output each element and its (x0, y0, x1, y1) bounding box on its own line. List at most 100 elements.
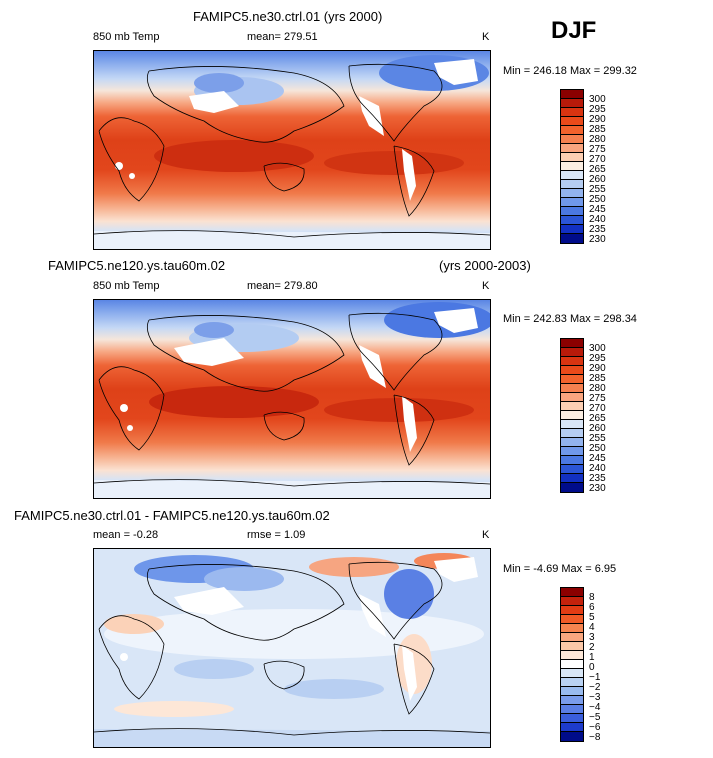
panel-3-colorbar (560, 587, 584, 742)
colorbar-swatch (561, 384, 583, 393)
colorbar-swatch (561, 447, 583, 456)
colorbar-swatch (561, 483, 583, 492)
panel-1-mean: mean= 279.51 (247, 31, 318, 43)
panel-1-colorbar (560, 89, 584, 244)
colorbar-tick-label: 245 (589, 453, 606, 464)
colorbar-swatch (561, 171, 583, 180)
colorbar-swatch (561, 588, 583, 597)
panel-2-minmax: Min = 242.83 Max = 298.34 (503, 313, 637, 325)
colorbar-swatch (561, 126, 583, 135)
colorbar-tick-label: 295 (589, 104, 606, 115)
colorbar-swatch (561, 642, 583, 651)
panel-3-minmax: Min = -4.69 Max = 6.95 (503, 563, 617, 575)
colorbar-swatch (561, 117, 583, 126)
colorbar-tick-label: −2 (589, 682, 601, 693)
season-label: DJF (551, 17, 597, 44)
colorbar-swatch (561, 465, 583, 474)
colorbar-swatch (561, 606, 583, 615)
colorbar-tick-label: 260 (589, 423, 606, 434)
colorbar-tick-label: 2 (589, 642, 595, 653)
colorbar-tick-label: 275 (589, 393, 606, 404)
colorbar-swatch (561, 438, 583, 447)
colorbar-swatch (561, 189, 583, 198)
panel-3-title: FAMIPC5.ne30.ctrl.01 - FAMIPC5.ne120.ys.… (14, 508, 330, 523)
colorbar-tick-label: 6 (589, 602, 595, 613)
colorbar-tick-label: 230 (589, 234, 606, 245)
colorbar-tick-label: 270 (589, 154, 606, 165)
colorbar-swatch (561, 474, 583, 483)
colorbar-tick-label: 235 (589, 473, 606, 484)
colorbar-swatch (561, 90, 583, 99)
colorbar-tick-label: 240 (589, 214, 606, 225)
panel-1-colorbar-labels: 300 295 290 285 280 275 270 265 260 255 250 245 240 2… (589, 95, 606, 245)
panel-3-mean: mean = -0.28 (93, 529, 159, 541)
panel-1-minmax: Min = 246.18 Max = 299.32 (503, 65, 637, 77)
colorbar-swatch (561, 348, 583, 357)
colorbar-tick-label: 240 (589, 463, 606, 474)
colorbar-swatch (561, 207, 583, 216)
panel-2-title: FAMIPC5.ne120.ys.tau60m.02 (48, 258, 226, 273)
colorbar-swatch (561, 420, 583, 429)
colorbar-swatch (561, 615, 583, 624)
colorbar-swatch (561, 723, 583, 732)
colorbar-tick-label: 235 (589, 224, 606, 235)
panel-2-units: K (482, 280, 490, 292)
panel-2-colorbar-labels: 300 295 290 285 280 275 270 265 260 255 250 245 240 2… (589, 344, 606, 494)
colorbar-swatch (561, 429, 583, 438)
panel-3-rmse: rmse = 1.09 (247, 529, 306, 541)
colorbar-swatch (561, 597, 583, 606)
panel-1-units: K (482, 31, 490, 43)
colorbar-swatch (561, 732, 583, 741)
colorbar-swatch (561, 225, 583, 234)
panel-2-years: (yrs 2000-2003) (439, 258, 531, 273)
panel-2-map (93, 299, 491, 499)
colorbar-tick-label: 265 (589, 413, 606, 424)
colorbar-tick-label: 300 (589, 94, 606, 105)
colorbar-swatch (561, 687, 583, 696)
colorbar-tick-label: 270 (589, 403, 606, 414)
colorbar-tick-label: 280 (589, 383, 606, 394)
colorbar-swatch (561, 357, 583, 366)
colorbar-tick-label: 245 (589, 204, 606, 215)
colorbar-tick-label: 3 (589, 632, 595, 643)
colorbar-tick-label: 255 (589, 433, 606, 444)
colorbar-swatch (561, 651, 583, 660)
colorbar-swatch (561, 153, 583, 162)
colorbar-tick-label: 290 (589, 363, 606, 374)
colorbar-swatch (561, 714, 583, 723)
colorbar-tick-label: 0 (589, 662, 595, 673)
panel-1-variable: 850 mb Temp (93, 31, 160, 43)
colorbar-swatch (561, 660, 583, 669)
colorbar-swatch (561, 144, 583, 153)
colorbar-swatch (561, 678, 583, 687)
colorbar-swatch (561, 180, 583, 189)
colorbar-swatch (561, 624, 583, 633)
colorbar-tick-label: −3 (589, 692, 601, 703)
colorbar-swatch (561, 411, 583, 420)
colorbar-tick-label: −8 (589, 732, 601, 743)
colorbar-tick-label: 285 (589, 124, 606, 135)
panel-2-mean: mean= 279.80 (247, 280, 318, 292)
colorbar-tick-label: 285 (589, 373, 606, 384)
colorbar-tick-label: 8 (589, 592, 595, 603)
colorbar-swatch (561, 99, 583, 108)
colorbar-tick-label: 295 (589, 353, 606, 364)
panel-1-map (93, 50, 491, 250)
colorbar-swatch (561, 696, 583, 705)
colorbar-swatch (561, 234, 583, 243)
panel-1-title: FAMIPC5.ne30.ctrl.01 (yrs 2000) (193, 9, 383, 24)
colorbar-swatch (561, 705, 583, 714)
colorbar-swatch (561, 375, 583, 384)
colorbar-swatch (561, 366, 583, 375)
colorbar-tick-label: 275 (589, 144, 606, 155)
colorbar-tick-label: 250 (589, 443, 606, 454)
panel-3-units: K (482, 529, 490, 541)
colorbar-tick-label: −4 (589, 702, 601, 713)
colorbar-swatch (561, 135, 583, 144)
colorbar-swatch (561, 108, 583, 117)
colorbar-tick-label: 260 (589, 174, 606, 185)
panel-3-map (93, 548, 491, 748)
colorbar-tick-label: 280 (589, 134, 606, 145)
colorbar-tick-label: 4 (589, 622, 595, 633)
colorbar-swatch (561, 339, 583, 348)
